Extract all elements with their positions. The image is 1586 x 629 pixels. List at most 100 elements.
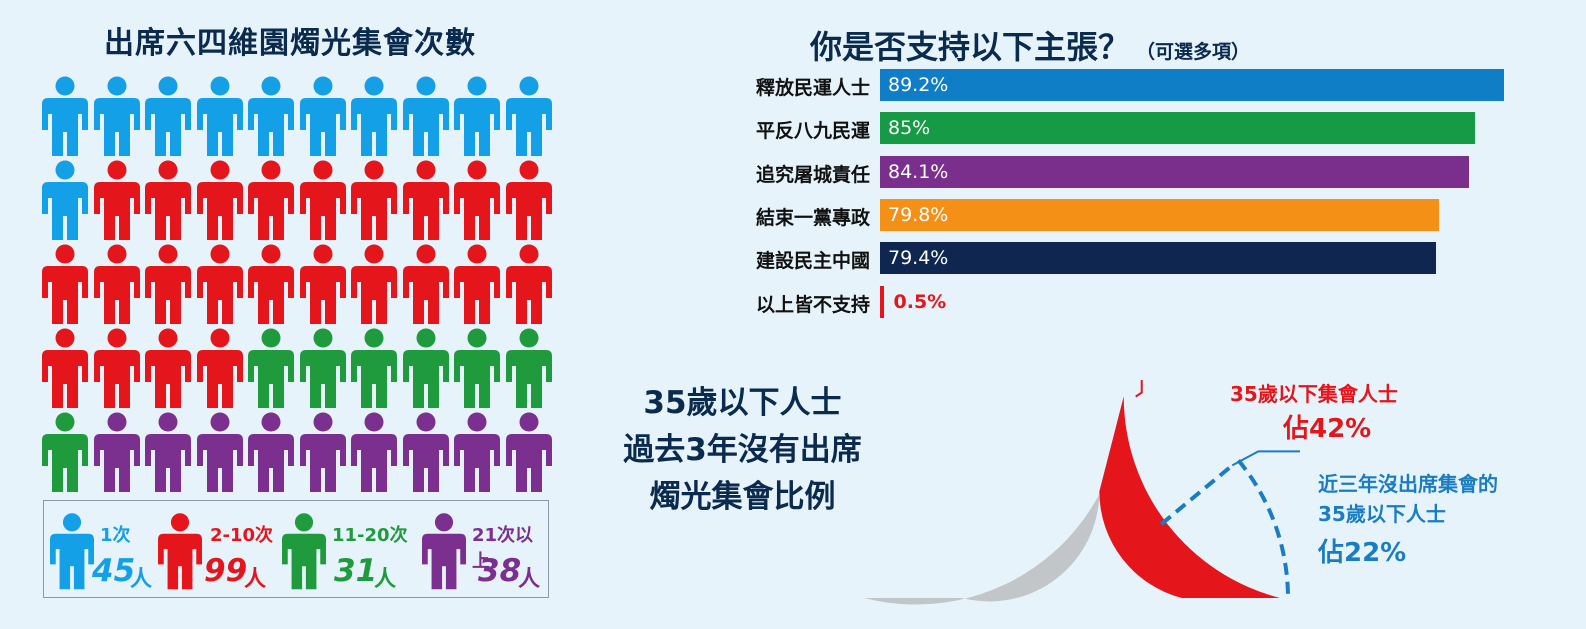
person-icon bbox=[248, 328, 294, 408]
donut-segment-under35 bbox=[1099, 396, 1280, 598]
person-icon bbox=[505, 328, 552, 408]
person-icon bbox=[248, 244, 294, 324]
left-chart-title: 出席六四維園燭光集會次數 bbox=[104, 26, 476, 61]
person-icon bbox=[402, 244, 449, 324]
bar-chart-subtitle: （可選多項） bbox=[1136, 41, 1251, 63]
person-icon bbox=[248, 412, 294, 492]
sub-share-arc bbox=[1236, 459, 1290, 599]
bar-chart-title-text: 你是否支持以下主張？ bbox=[810, 28, 1131, 66]
person-icon bbox=[351, 160, 397, 240]
legend-item-2: 2-10次 99 人 bbox=[152, 501, 282, 599]
legend-unit: 人 bbox=[518, 567, 541, 592]
person-icon bbox=[145, 328, 191, 408]
donut-title-line: 35歲以下人士 bbox=[643, 385, 842, 421]
person-icon bbox=[42, 412, 88, 492]
bar-value-label: 79.4% bbox=[888, 247, 949, 269]
person-icon bbox=[196, 76, 243, 156]
donut-title-line: 燭光集會比例 bbox=[649, 479, 836, 515]
bar-value-label: 79.8% bbox=[888, 204, 949, 226]
person-icon bbox=[93, 76, 140, 156]
person-icon bbox=[196, 244, 243, 324]
person-icon bbox=[196, 412, 243, 492]
person-icon bbox=[145, 244, 191, 324]
person-icon bbox=[351, 328, 397, 408]
bar bbox=[880, 286, 884, 318]
bar-value-label: 0.5% bbox=[893, 291, 947, 313]
legend-item-4: 21次以上 38 人 bbox=[416, 501, 546, 599]
person-icon bbox=[505, 160, 552, 240]
bar-row: 結束一黨專政 79.8% bbox=[700, 199, 1520, 231]
person-icon bbox=[454, 328, 500, 408]
bar-label: 平反八九民運 bbox=[755, 120, 870, 142]
person-icon bbox=[145, 160, 191, 240]
person-icon bbox=[93, 328, 140, 408]
person-icon bbox=[299, 76, 346, 156]
legend-count: 45 bbox=[92, 553, 136, 589]
person-icon bbox=[454, 76, 500, 156]
person-icon bbox=[299, 328, 346, 408]
person-icon bbox=[402, 76, 449, 156]
legend-range: 21次以上 bbox=[472, 525, 534, 572]
person-icon bbox=[299, 160, 346, 240]
legend-unit: 人 bbox=[244, 567, 267, 592]
person-icon bbox=[42, 328, 88, 408]
bar-row: 釋放民運人士 89.2% bbox=[700, 69, 1520, 101]
legend-unit: 人 bbox=[130, 567, 153, 592]
legend-count: 99 bbox=[204, 553, 248, 589]
person-icon bbox=[351, 244, 397, 324]
person-icon bbox=[145, 76, 191, 156]
bar-label: 追究屠城責任 bbox=[755, 164, 870, 186]
person-icon bbox=[505, 244, 552, 324]
person-icon bbox=[248, 76, 294, 156]
bar-chart-title: 你是否支持以下主張？ （可選多項） bbox=[810, 22, 1250, 68]
person-icon bbox=[351, 76, 397, 156]
person-icon bbox=[505, 412, 552, 492]
donut-segment-other bbox=[864, 396, 1124, 605]
donut-title-line: 過去3年沒有出席 bbox=[623, 432, 862, 468]
bar-label: 以上皆不支持 bbox=[755, 294, 870, 316]
person-icon bbox=[145, 412, 191, 492]
bar bbox=[880, 199, 1439, 231]
callout-red-value: 佔42% bbox=[1283, 414, 1372, 444]
bar-row: 建設民主中國 79.4% bbox=[700, 242, 1520, 274]
callout-blue-leader bbox=[1231, 450, 1300, 467]
legend-range: 11-20次 bbox=[332, 525, 408, 546]
bar bbox=[880, 242, 1436, 274]
legend-count: 31 bbox=[334, 553, 378, 589]
callout-blue-label-2: 35歲以下人士 bbox=[1318, 502, 1446, 526]
legend-range: 1次 bbox=[100, 525, 131, 546]
person-icon bbox=[42, 76, 88, 156]
person-icon bbox=[402, 412, 449, 492]
person-icon bbox=[42, 160, 88, 240]
bar-row: 追究屠城責任 84.1% bbox=[700, 156, 1520, 188]
bar-row: 以上皆不支持 0.5% bbox=[700, 286, 1520, 318]
bar-value-label: 85% bbox=[888, 117, 931, 139]
bar-label: 建設民主中國 bbox=[755, 250, 870, 272]
person-icon bbox=[299, 412, 346, 492]
person-icon bbox=[196, 160, 243, 240]
bar-value-label: 84.1% bbox=[888, 161, 949, 183]
person-icon bbox=[454, 160, 500, 240]
callout-red-leader bbox=[1135, 380, 1143, 398]
bar-value-label: 89.2% bbox=[888, 74, 949, 96]
bar-label: 結束一黨專政 bbox=[755, 207, 870, 229]
person-icon bbox=[196, 328, 243, 408]
legend-range: 2-10次 bbox=[210, 525, 274, 546]
bar bbox=[880, 156, 1469, 188]
legend-item-1: 1次 45 人 bbox=[44, 501, 170, 599]
bar bbox=[880, 69, 1505, 101]
person-icon bbox=[158, 513, 202, 590]
person-icon bbox=[351, 412, 397, 492]
person-icon bbox=[248, 160, 294, 240]
sub-share-divider bbox=[1160, 463, 1234, 526]
callout-blue-value: 佔22% bbox=[1318, 538, 1407, 568]
callout-blue-label-1: 近三年沒出席集會的 bbox=[1318, 472, 1498, 496]
person-icon bbox=[402, 160, 449, 240]
person-icon bbox=[505, 76, 552, 156]
bar bbox=[880, 112, 1475, 144]
person-icon bbox=[93, 244, 140, 324]
donut-title: 35歲以下人士 過去3年沒有出席 燭光集會比例 bbox=[600, 380, 885, 521]
legend-box: 1次 45 人 2-10次 99 人 11-20次 31 人 21次以上 38 … bbox=[43, 500, 549, 598]
person-icon bbox=[422, 513, 466, 590]
person-icon bbox=[454, 412, 500, 492]
